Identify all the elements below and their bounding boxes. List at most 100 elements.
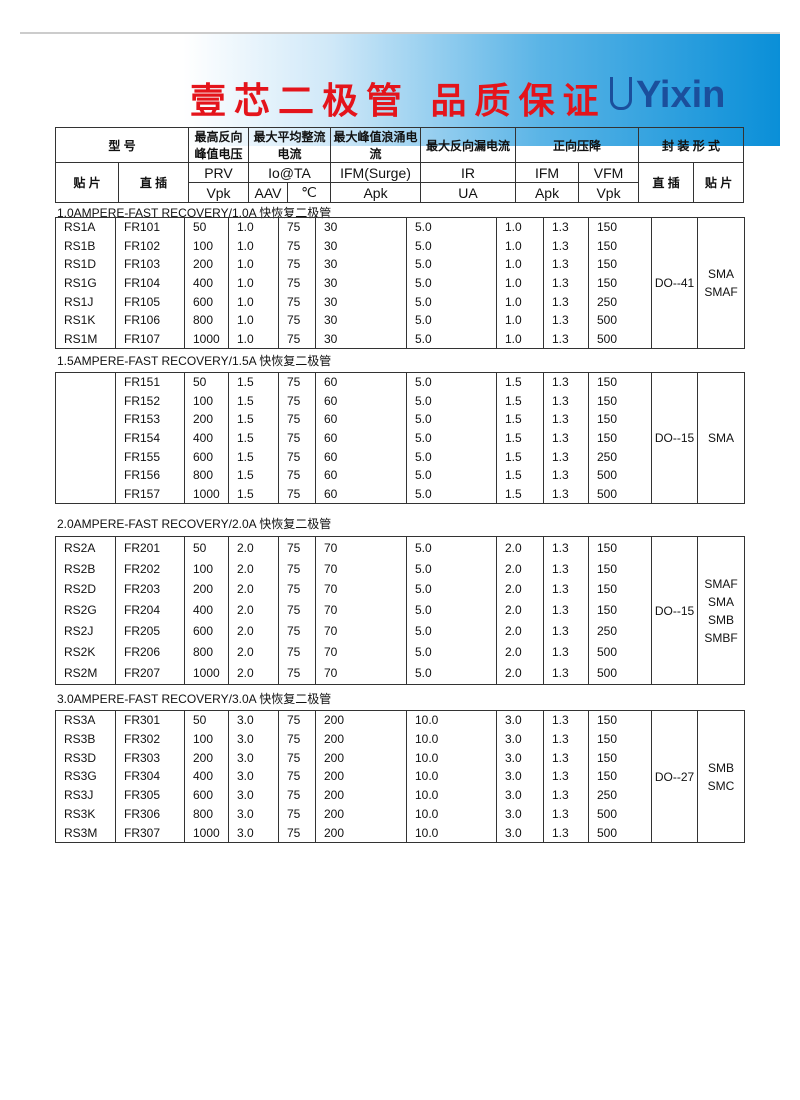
- cell-trr: 500: [588, 662, 652, 685]
- cell-iav: 2.0: [228, 536, 279, 559]
- cell-dip-part: FR303: [115, 748, 185, 768]
- package-dip: DO--15: [651, 372, 698, 504]
- cell-dip-part: FR103: [115, 255, 185, 274]
- cell-ta: 75: [278, 767, 316, 786]
- cell-ir: 5.0: [406, 217, 497, 237]
- cell-ifsm: 200: [315, 748, 407, 768]
- cell-ta: 75: [278, 391, 316, 411]
- vf-cn-header: 正向压降: [515, 127, 640, 163]
- table-row: RS3K FR306 800 3.0 75 200 10.0 3.0 1.3 500: [55, 804, 745, 824]
- cell-smd-part: RS1J: [55, 292, 116, 311]
- model-header: 型 号: [55, 127, 189, 163]
- top-divider: [20, 32, 780, 34]
- cell-trr: 150: [588, 410, 652, 429]
- cell-trr: 150: [588, 236, 652, 256]
- table-row: RS3J FR305 600 3.0 75 200 10.0 3.0 1.3 250: [55, 785, 745, 805]
- cell-ir: 10.0: [406, 785, 497, 805]
- cell-smd-part: RS2G: [55, 599, 116, 621]
- cell-iav: 1.0: [228, 255, 279, 274]
- cell-ifsm: 200: [315, 823, 407, 843]
- cell-vfm: 1.3: [543, 391, 589, 411]
- cell-ir: 5.0: [406, 410, 497, 429]
- cell-prv: 600: [184, 785, 229, 805]
- vfm-unit: Vpk: [578, 182, 640, 203]
- cell-trr: 150: [588, 558, 652, 579]
- cell-smd-part: [55, 465, 116, 485]
- cell-ifm: 3.0: [496, 748, 544, 768]
- cell-ir: 5.0: [406, 273, 497, 293]
- table-row: RS3B FR302 100 3.0 75 200 10.0 3.0 1.3 150: [55, 729, 745, 749]
- aav-unit: AAV: [248, 182, 288, 203]
- section-title: 3.0AMPERE-FAST RECOVERY/3.0A 快恢复二极管: [57, 692, 332, 706]
- cell-iav: 1.0: [228, 236, 279, 256]
- cell-trr: 250: [588, 785, 652, 805]
- cell-prv: 400: [184, 599, 229, 621]
- package-header: 封 装 形 式: [638, 127, 745, 163]
- cell-dip-part: FR202: [115, 558, 185, 579]
- cell-ir: 10.0: [406, 729, 497, 749]
- table-row: RS1A FR101 50 1.0 75 30 5.0 1.0 1.3 150 DO--41 SMA …: [55, 217, 745, 349]
- pkg-dip-header: 直 插: [638, 162, 695, 203]
- cell-ta: 75: [278, 823, 316, 843]
- cell-ifsm: 60: [315, 410, 407, 429]
- cell-dip-part: FR102: [115, 236, 185, 256]
- cell-iav: 1.0: [228, 310, 279, 330]
- cell-ifm: 2.0: [496, 536, 544, 559]
- cell-ta: 75: [278, 599, 316, 621]
- cell-trr: 500: [588, 641, 652, 663]
- cell-iav: 1.0: [228, 292, 279, 311]
- cell-dip-part: FR157: [115, 484, 185, 504]
- logo-u-icon: [610, 77, 632, 110]
- cell-iav: 1.5: [228, 372, 279, 392]
- cell-ta: 75: [278, 292, 316, 311]
- table-row: FR155 600 1.5 75 60 5.0 1.5 1.3 250: [55, 447, 745, 466]
- cell-prv: 400: [184, 273, 229, 293]
- cell-ta: 75: [278, 329, 316, 349]
- cell-ifm: 2.0: [496, 641, 544, 663]
- table-row: RS1M FR107 1000 1.0 75 30 5.0 1.0 1.3 500: [55, 329, 745, 349]
- cell-smd-part: RS3B: [55, 729, 116, 749]
- cell-ta: 75: [278, 217, 316, 237]
- cell-ta: 75: [278, 748, 316, 768]
- section-title: 2.0AMPERE-FAST RECOVERY/2.0A 快恢复二极管: [57, 517, 332, 531]
- ir-cn-header: 最大反向漏电流: [420, 127, 517, 163]
- table-row: FR157 1000 1.5 75 60 5.0 1.5 1.3 500: [55, 484, 745, 504]
- cell-iav: 1.5: [228, 391, 279, 411]
- table-row: FR151 50 1.5 75 60 5.0 1.5 1.3 150 DO--15 SMA: [55, 372, 745, 504]
- cell-prv: 100: [184, 391, 229, 411]
- cell-smd-part: [55, 372, 116, 392]
- cell-ir: 10.0: [406, 804, 497, 824]
- cell-trr: 500: [588, 804, 652, 824]
- cell-ifm: 2.0: [496, 620, 544, 642]
- cell-prv: 200: [184, 410, 229, 429]
- cell-trr: 150: [588, 599, 652, 621]
- table-row: FR154 400 1.5 75 60 5.0 1.5 1.3 150: [55, 428, 745, 448]
- cell-iav: 1.0: [228, 273, 279, 293]
- cell-trr: 150: [588, 729, 652, 749]
- cell-prv: 100: [184, 558, 229, 579]
- cell-ta: 75: [278, 372, 316, 392]
- cell-smd-part: RS1B: [55, 236, 116, 256]
- cell-dip-part: FR155: [115, 447, 185, 466]
- cell-ir: 5.0: [406, 428, 497, 448]
- cell-prv: 50: [184, 372, 229, 392]
- cell-ir: 5.0: [406, 662, 497, 685]
- cell-dip-part: FR152: [115, 391, 185, 411]
- cell-ir: 5.0: [406, 447, 497, 466]
- cell-iav: 1.5: [228, 484, 279, 504]
- cell-prv: 100: [184, 236, 229, 256]
- cell-dip-part: FR203: [115, 579, 185, 600]
- table-row: RS3A FR301 50 3.0 75 200 10.0 3.0 1.3 150 DO--27 SM…: [55, 710, 745, 843]
- cell-prv: 600: [184, 292, 229, 311]
- cell-iav: 1.5: [228, 410, 279, 429]
- cell-ifm: 1.5: [496, 372, 544, 392]
- cell-ir: 5.0: [406, 329, 497, 349]
- temp-unit: ℃: [286, 182, 332, 203]
- cell-vfm: 1.3: [543, 767, 589, 786]
- cell-ifm: 3.0: [496, 823, 544, 843]
- cell-ifsm: 30: [315, 310, 407, 330]
- cell-dip-part: FR305: [115, 785, 185, 805]
- cell-ir: 5.0: [406, 599, 497, 621]
- cell-ta: 75: [278, 579, 316, 600]
- cell-ifm: 1.0: [496, 255, 544, 274]
